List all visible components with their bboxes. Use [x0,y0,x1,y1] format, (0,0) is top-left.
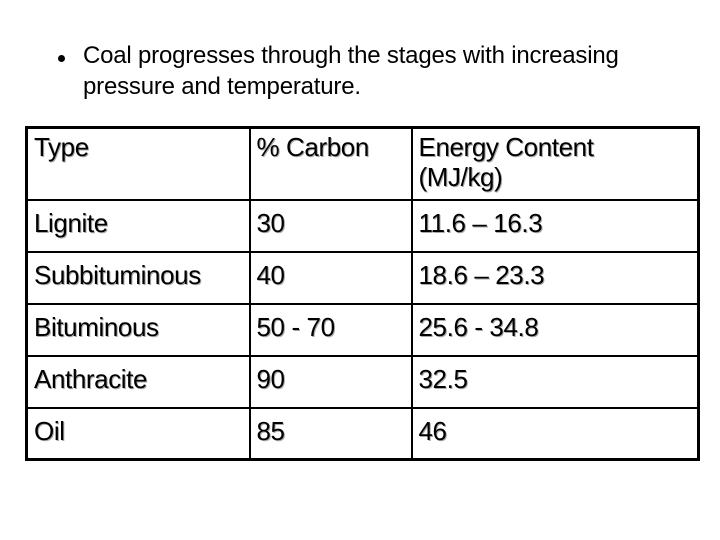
cell-carbon: 90 [248,354,413,409]
cell-type: Bituminous [25,302,251,357]
cell-type: Oil [25,406,251,461]
column-header-energy: Energy Content (MJ/kg) [410,126,700,201]
cell-energy: 11.6 – 16.3 [410,198,700,253]
table-row-bituminous: Bituminous 50 - 70 25.6 - 34.8 [25,302,700,357]
cell-energy: 32.5 [410,354,700,409]
table-row-lignite: Lignite 30 11.6 – 16.3 [25,198,700,253]
cell-carbon: 50 - 70 [248,302,413,357]
coal-stages-table: Type % Carbon Energy Content (MJ/kg) Lig… [25,126,700,461]
table-row-oil: Oil 85 46 [25,406,700,461]
bullet-item: Coal progresses through the stages with … [58,40,619,102]
bullet-icon [58,55,65,62]
cell-energy: 46 [410,406,700,461]
cell-energy: 18.6 – 23.3 [410,250,700,305]
cell-type: Lignite [25,198,251,253]
cell-energy: 25.6 - 34.8 [410,302,700,357]
bullet-text: Coal progresses through the stages with … [83,42,619,100]
cell-carbon: 30 [248,198,413,253]
table-row-subbituminous: Subbituminous 40 18.6 – 23.3 [25,250,700,305]
table-row-anthracite: Anthracite 90 32.5 [25,354,700,409]
cell-carbon: 85 [248,406,413,461]
cell-carbon: 40 [248,250,413,305]
column-header-type: Type [25,126,251,201]
column-header-carbon: % Carbon [248,126,413,201]
table-header-row: Type % Carbon Energy Content (MJ/kg) [25,126,700,201]
cell-type: Subbituminous [25,250,251,305]
cell-type: Anthracite [25,354,251,409]
